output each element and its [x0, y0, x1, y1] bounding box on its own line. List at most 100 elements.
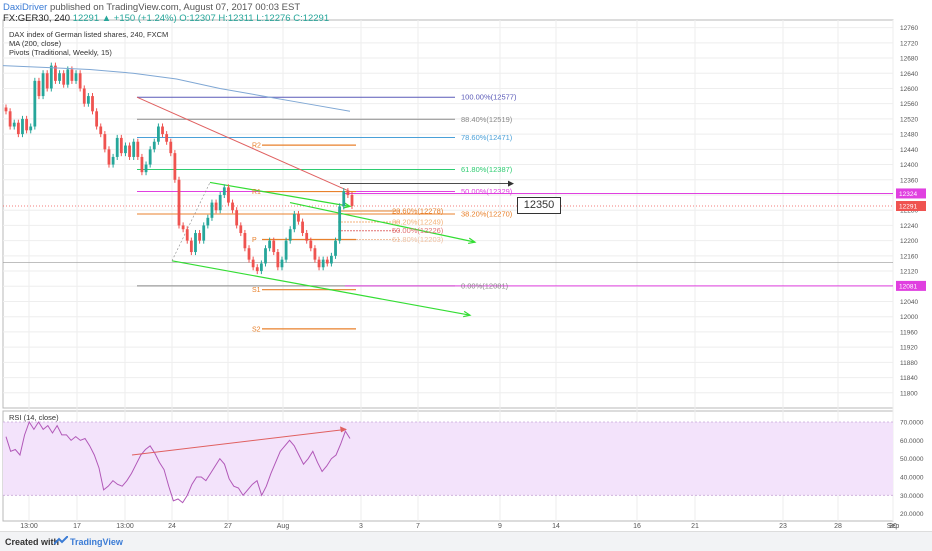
channel-lower-line-arrowhead [463, 310, 472, 318]
candle-body [132, 141, 136, 157]
y-tick-label: 12760 [900, 25, 918, 32]
pivot-label: R1 [252, 189, 261, 196]
author-link[interactable]: DaxiDriver [3, 2, 48, 13]
fib-level-label: 100.00%(12577) [461, 93, 517, 102]
candle-body [157, 126, 160, 142]
y-tick-label: 12120 [900, 269, 918, 276]
candle-body [280, 259, 284, 268]
y-tick-label: 11880 [900, 360, 918, 367]
price-label: 12081 [899, 283, 917, 290]
rsi-band [3, 421, 893, 496]
candle-body [210, 202, 214, 218]
y-tick-label: 11840 [900, 375, 918, 382]
candle-body [321, 259, 325, 268]
rsi-band-fill [3, 422, 893, 496]
target-arrowhead [508, 180, 514, 187]
x-tick-label: 28 [834, 523, 842, 530]
candle-body [235, 210, 239, 226]
candle-body [140, 156, 144, 173]
ma-line [2, 65, 351, 112]
y-tick-label: 12560 [900, 101, 918, 108]
candle-body [152, 141, 156, 150]
candle-body [334, 240, 337, 256]
candle-body [115, 137, 119, 157]
candle-body [45, 73, 49, 89]
candle-body [222, 187, 226, 195]
candle-body [111, 156, 115, 165]
rsi-tick-label: 70.0000 [900, 420, 924, 427]
x-tick-label: 9 [498, 523, 502, 530]
y-tick-label: 12520 [900, 116, 918, 123]
candle-body [305, 233, 309, 241]
rsi-tick-label: 60.0000 [900, 438, 924, 445]
candle-body [264, 248, 267, 264]
x-tick-label: 27 [224, 523, 232, 530]
candle-body [165, 134, 169, 142]
candle-body [181, 225, 185, 230]
trendline [136, 96, 351, 193]
fib-level-label: 61.80%(12387) [461, 165, 513, 174]
candle-body [251, 259, 255, 268]
pivots-legend[interactable]: Pivots (Traditional, Weekly, 15) [9, 48, 112, 57]
candle-body [259, 263, 263, 272]
y-tick-label: 11960 [900, 329, 918, 336]
candle-body [350, 194, 354, 207]
candle-body [284, 240, 288, 260]
chart-title: DAX index of German listed shares, 240, … [9, 30, 169, 39]
price-label: 12324 [899, 191, 917, 198]
candle-body [29, 126, 33, 131]
candle-body [119, 137, 123, 154]
y-tick-label: 12040 [900, 299, 918, 306]
rsi-legend[interactable]: RSI (14, close) [9, 413, 59, 422]
footer: Created with TradingView [0, 531, 932, 551]
candle-body [95, 111, 99, 127]
y-tick-label: 12360 [900, 177, 918, 184]
y-tick-label: 12280 [900, 208, 918, 215]
candle-body [70, 69, 74, 81]
rsi-divergence-arrowhead [340, 426, 347, 433]
candle-body [243, 233, 247, 249]
drawing-labels: 100.00%(12577) 88.40%(12519) 78.60%(12471)… [252, 93, 517, 334]
channel-upper-line [209, 181, 351, 207]
candle-body [214, 202, 218, 211]
fib-inner-label: 38.20%(12249) [392, 217, 444, 226]
fib-inner-label: 50.00%(12226) [392, 226, 444, 235]
price-label-box [896, 280, 926, 291]
x-tick-label: Aug [277, 523, 290, 530]
chart-canvas[interactable]: 1180011840118801192011960120001204012080… [0, 0, 932, 531]
candle-body [189, 240, 193, 253]
channel-connector [171, 182, 211, 261]
fib-level-label: 78.60%(12471) [461, 133, 513, 142]
pivot-label: S2 [252, 326, 261, 333]
candle-body [99, 126, 103, 135]
candle-body [317, 259, 321, 268]
y-tick-label: 12400 [900, 162, 918, 169]
candle-body [173, 153, 177, 180]
candle-body [231, 202, 234, 211]
candle-body [4, 107, 8, 112]
candle-body [227, 187, 230, 203]
y-tick-label: 11800 [900, 390, 918, 397]
x-tick-label: 16 [633, 523, 641, 530]
candle-body [342, 191, 346, 207]
candle-body [54, 65, 57, 81]
candle-body [177, 179, 181, 226]
candle-body [292, 214, 296, 230]
candles [4, 62, 354, 275]
publish-text: published on TradingView.com, August 07,… [49, 2, 301, 13]
price-label-box [896, 201, 926, 212]
candle-body [218, 194, 222, 211]
candle-body [12, 122, 16, 127]
price-label-box [896, 188, 926, 199]
candle-body [78, 73, 82, 89]
rsi-axis: 20.0000 30.0000 40.0000 50.0000 60.0000 70.00… [900, 420, 924, 519]
ma-legend[interactable]: MA (200, close) [9, 39, 62, 48]
candle-body [297, 214, 300, 222]
candle-body [136, 141, 140, 157]
candle-body [16, 122, 20, 135]
rsi-divergence-line [131, 428, 347, 456]
brand-name[interactable]: TradingView [70, 537, 123, 547]
x-tick-label: 13:00 [20, 523, 38, 530]
channel-lower-line [171, 260, 471, 316]
